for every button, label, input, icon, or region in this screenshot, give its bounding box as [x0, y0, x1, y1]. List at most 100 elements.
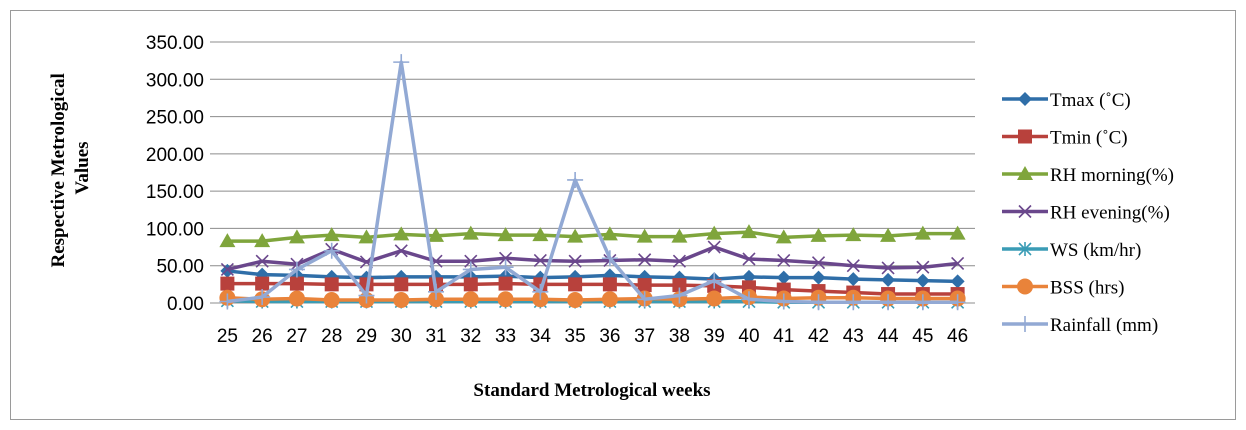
data-point	[323, 227, 340, 242]
data-point	[533, 253, 547, 268]
y-tick-label: 250.00	[146, 108, 204, 129]
data-point	[637, 278, 652, 293]
y-axis-ticks: 0.00 50.00 100.00 150.00 200.00 250.00 300.00 3…	[146, 33, 204, 315]
data-point	[949, 225, 966, 240]
data-point	[497, 227, 514, 242]
data-point	[462, 261, 479, 278]
x-tick-label: 41	[773, 326, 794, 347]
data-point	[568, 277, 583, 292]
series-rh-morning	[219, 224, 966, 248]
x-tick-label: 32	[460, 326, 481, 347]
data-point	[1018, 92, 1032, 106]
legend-item: Rainfall (mm)	[1002, 315, 1158, 336]
data-point	[288, 261, 305, 278]
series-rh-evening	[220, 240, 965, 277]
x-tick-label: 33	[495, 326, 516, 347]
data-point	[567, 171, 584, 188]
x-axis-ticks: 25 26 27 28 29 30 31 32 33 34 35 36 37 38 39 40 41 42 43 44…	[217, 326, 968, 347]
data-point	[915, 273, 930, 288]
data-point	[254, 233, 271, 248]
y-tick-label: 50.00	[156, 257, 204, 278]
legend-item: BSS (hrs)	[1002, 278, 1124, 299]
x-tick-label: 43	[843, 326, 864, 347]
data-point	[914, 225, 931, 240]
data-point	[775, 229, 792, 244]
data-point	[777, 253, 791, 268]
data-point	[219, 233, 236, 248]
data-point	[672, 278, 687, 293]
data-point	[497, 291, 514, 308]
legend-item: RH evening(%)	[1002, 203, 1170, 224]
data-point	[914, 294, 931, 311]
data-point	[358, 287, 375, 304]
x-tick-label: 45	[912, 326, 933, 347]
data-point	[323, 292, 340, 309]
x-tick-label: 44	[877, 326, 899, 347]
legend-item: Tmax (˚C)	[1002, 90, 1131, 111]
data-point	[638, 253, 652, 267]
data-point	[636, 291, 653, 308]
data-point	[950, 274, 965, 289]
x-tick-label: 40	[738, 326, 759, 347]
data-point	[462, 225, 479, 240]
data-point	[219, 293, 236, 310]
data-point	[220, 262, 234, 277]
data-point	[881, 261, 895, 275]
series-layer	[219, 54, 966, 311]
data-point	[358, 229, 375, 244]
data-point	[532, 227, 549, 242]
legend-label: RH evening(%)	[1050, 203, 1170, 224]
data-point	[949, 294, 966, 311]
y-tick-label: 350.00	[146, 33, 204, 54]
y-axis-title: Respective Metrological Values	[48, 68, 93, 267]
x-tick-label: 31	[425, 326, 446, 347]
data-point	[254, 289, 271, 306]
x-tick-label: 34	[530, 326, 552, 347]
x-tick-label: 39	[704, 326, 725, 347]
legend-label: RH morning(%)	[1050, 165, 1174, 186]
data-point	[394, 277, 409, 292]
x-tick-label: 46	[947, 326, 968, 347]
series-line	[227, 60, 958, 305]
data-point	[810, 294, 827, 311]
data-point	[881, 272, 896, 287]
data-point	[288, 229, 305, 244]
data-point	[845, 294, 862, 311]
data-point	[706, 225, 723, 240]
data-point	[532, 283, 549, 300]
data-point	[846, 259, 860, 273]
legend-item: WS (km/hr)	[1002, 240, 1141, 261]
x-tick-label: 36	[599, 326, 620, 347]
x-tick-label: 37	[634, 326, 655, 347]
series-line	[227, 269, 958, 284]
x-tick-label: 25	[217, 326, 238, 347]
data-point	[916, 260, 930, 274]
data-point	[742, 252, 756, 266]
data-point	[845, 227, 862, 242]
legend-label: Tmin (˚C)	[1050, 128, 1128, 149]
data-point	[1017, 166, 1033, 180]
data-point	[1018, 242, 1032, 256]
data-point	[636, 228, 653, 243]
x-tick-label: 28	[321, 326, 342, 347]
data-point	[602, 277, 617, 292]
y-tick-label: 100.00	[146, 219, 204, 240]
data-point	[497, 259, 514, 276]
data-point	[462, 291, 479, 308]
data-point	[671, 287, 688, 304]
y-axis-title-line-1: Respective Metrological	[48, 73, 69, 267]
data-point	[706, 272, 723, 289]
data-point	[393, 292, 410, 309]
data-point	[1017, 316, 1033, 332]
data-point	[567, 292, 584, 309]
chart-frame	[10, 10, 1236, 420]
data-point	[464, 254, 478, 268]
data-point	[289, 276, 304, 291]
legend-label: Rainfall (mm)	[1050, 315, 1158, 336]
data-point	[846, 272, 861, 287]
series-line	[226, 245, 958, 272]
data-point	[1017, 278, 1033, 295]
data-point	[288, 290, 305, 307]
legend-item: RH morning(%)	[1002, 165, 1174, 186]
